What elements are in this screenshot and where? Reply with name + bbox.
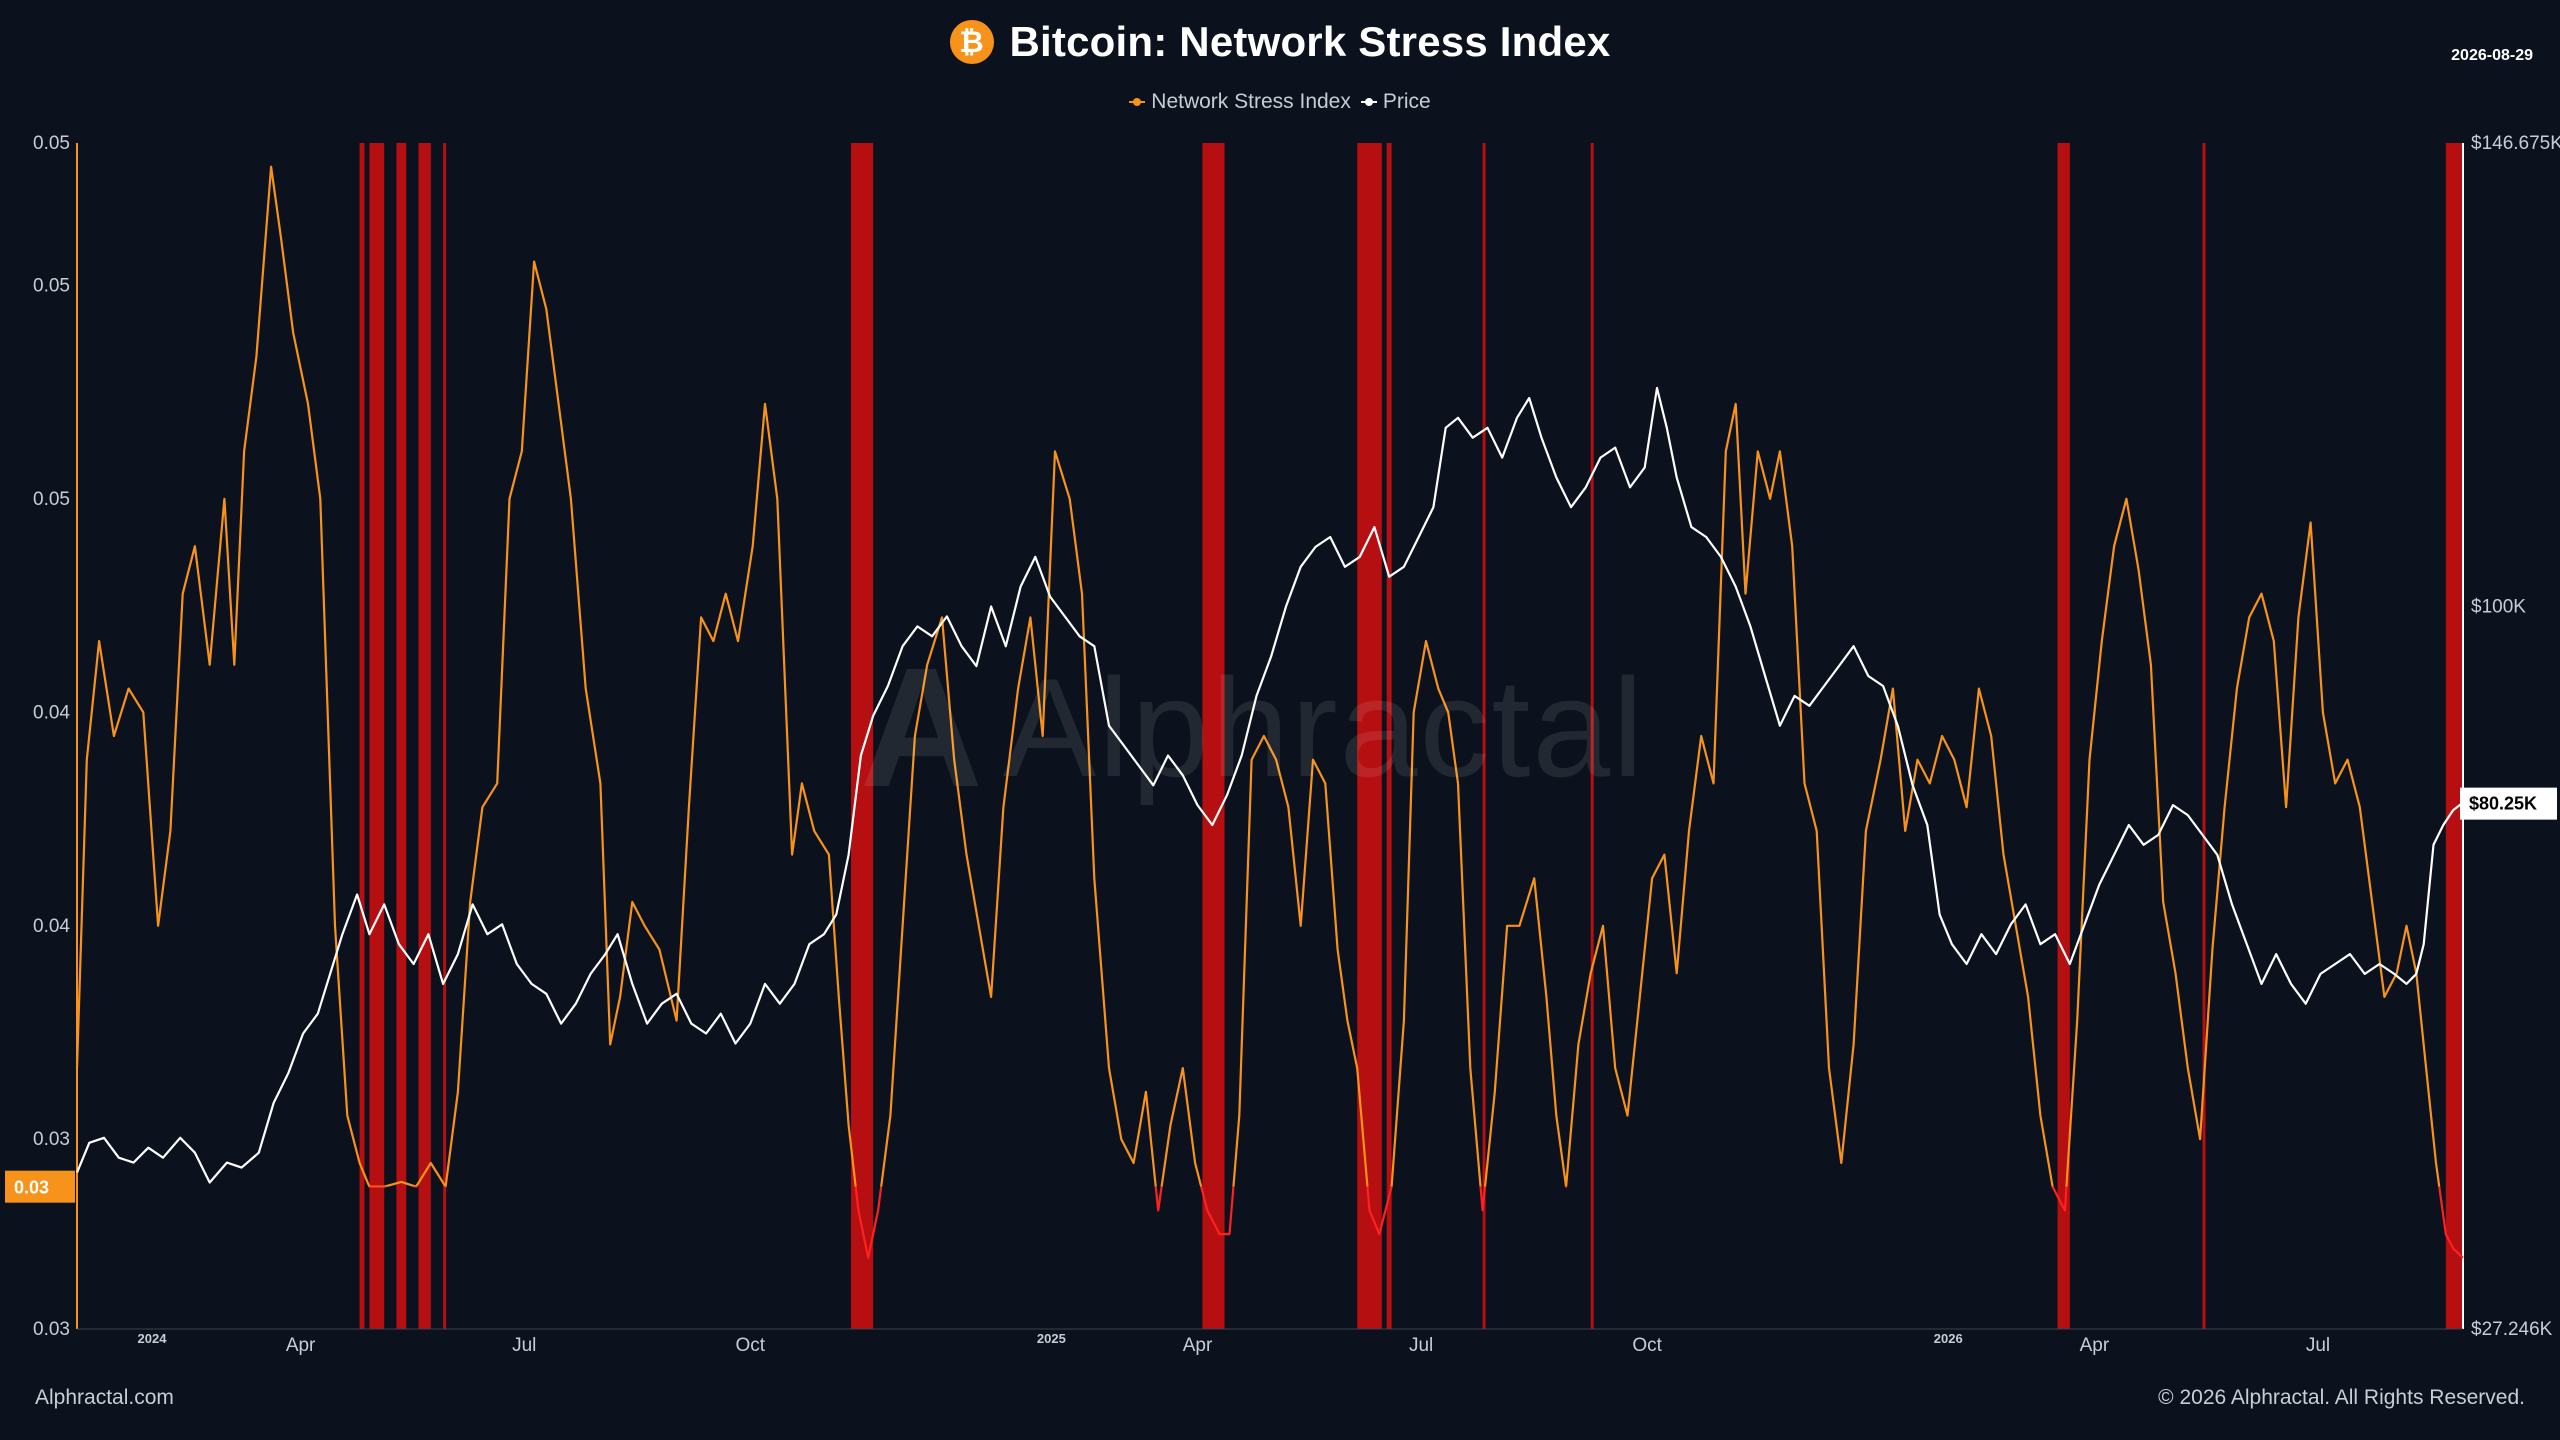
y-right-tick-label-0: $146.675K xyxy=(2471,133,2560,154)
stress-zone-3 xyxy=(418,143,431,1329)
footer-site[interactable]: Alphractal.com xyxy=(35,1386,174,1409)
stress-zone-11 xyxy=(2057,143,2070,1329)
x-tick-label-8: 2026 xyxy=(1934,1331,1963,1346)
axes xyxy=(76,143,2464,1330)
legend-marker-stress xyxy=(1129,96,1146,108)
stress-zone-4 xyxy=(443,143,447,1329)
stress-zone-7 xyxy=(1357,143,1382,1329)
y-right-tick-label-2: $27.246K xyxy=(2471,1319,2553,1340)
chart-header: ₿ Bitcoin: Network Stress Index xyxy=(0,18,2560,66)
y-left-tick-label-4: 0.05 xyxy=(33,489,70,510)
stress-zone-13 xyxy=(2445,143,2463,1329)
threshold-badge xyxy=(5,1170,75,1203)
y-left-tick-label-1: 0.03 xyxy=(33,1129,70,1150)
y-right-tick-label-1: $100K xyxy=(2471,597,2526,618)
stress-zone-2 xyxy=(396,143,407,1329)
stress-zone-1 xyxy=(369,143,385,1329)
x-tick-label-1: Apr xyxy=(286,1335,316,1356)
y-left-tick-label-6: 0.05 xyxy=(33,133,70,154)
last-price-label: $80.25K xyxy=(2469,794,2537,814)
threshold-badge-label: 0.03 xyxy=(14,1178,49,1198)
legend-item-stress[interactable]: Network Stress Index xyxy=(1129,90,1351,114)
stress-zone-0 xyxy=(359,143,365,1329)
series-network-stress-index-below-threshold xyxy=(368,1186,2464,1259)
stress-zone-12 xyxy=(2202,143,2206,1329)
x-tick-label-2: Jul xyxy=(512,1335,536,1356)
y-left-tick-label-3: 0.04 xyxy=(33,702,70,723)
last-price-badge xyxy=(2460,787,2557,820)
stress-zone-5 xyxy=(851,143,874,1329)
chart-date: 2026-08-29 xyxy=(2451,47,2533,64)
legend-marker-price xyxy=(1360,96,1377,108)
y-left-tick-label-5: 0.05 xyxy=(33,275,70,296)
x-tick-label-3: Oct xyxy=(736,1335,766,1356)
chart-title: Bitcoin: Network Stress Index xyxy=(1009,18,1611,65)
y-left-tick-label-2: 0.04 xyxy=(33,916,70,937)
footer-copyright: © 2026 Alphractal. All Rights Reserved. xyxy=(2158,1386,2525,1409)
stress-zone-6 xyxy=(1202,143,1225,1329)
x-tick-label-0: 2024 xyxy=(138,1331,168,1346)
y-left-tick-label-0: 0.03 xyxy=(33,1319,70,1340)
x-tick-label-6: Jul xyxy=(1409,1335,1433,1356)
series-price xyxy=(75,386,2464,1184)
series-network-stress-index xyxy=(75,165,2441,1187)
bitcoin-logo-icon: ₿ xyxy=(949,20,994,64)
x-tick-label-5: Apr xyxy=(1183,1335,1213,1356)
stress-zone-9 xyxy=(1482,143,1486,1329)
stress-zones xyxy=(359,143,2463,1329)
legend: Network Stress Index Price xyxy=(0,90,2560,114)
stress-zone-8 xyxy=(1386,143,1392,1329)
x-tick-label-9: Apr xyxy=(2080,1335,2110,1356)
axis-labels: 0.03 0.03 0.04 0.04 0.05 0.05 0.05 0.03 $146.675… xyxy=(5,133,2560,1356)
x-tick-label-4: 2025 xyxy=(1037,1331,1066,1346)
legend-label-price: Price xyxy=(1382,90,1431,113)
x-tick-label-7: Oct xyxy=(1632,1335,1662,1356)
stress-zone-10 xyxy=(1590,143,1594,1329)
legend-item-price[interactable]: Price xyxy=(1360,90,1431,114)
series-lines xyxy=(75,165,2464,1259)
legend-label-stress: Network Stress Index xyxy=(1151,90,1351,113)
x-tick-label-10: Jul xyxy=(2306,1335,2330,1356)
